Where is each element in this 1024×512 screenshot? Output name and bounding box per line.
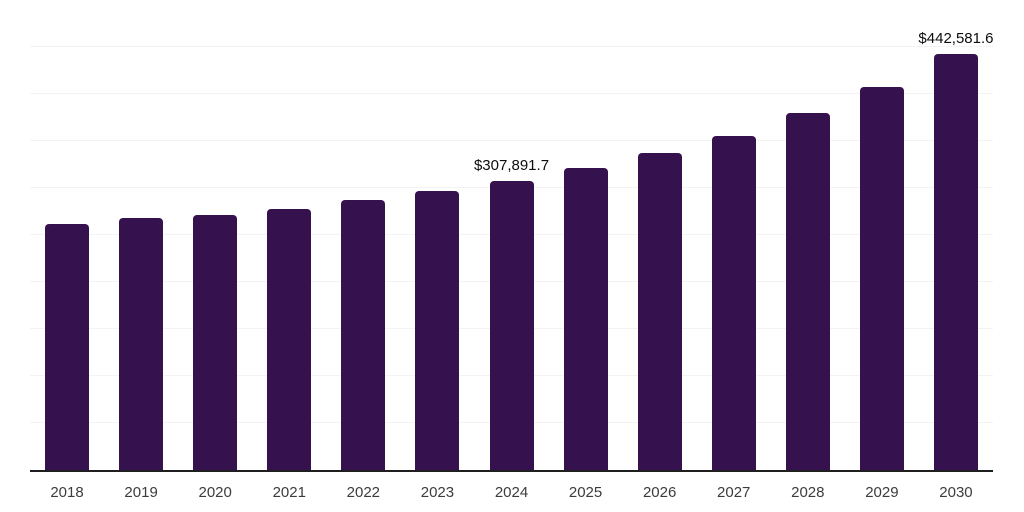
plot-area: $307,891.7 $442,581.6	[30, 0, 994, 472]
data-label-2030: $442,581.6	[918, 29, 994, 47]
gridline-350000	[30, 140, 993, 141]
bar-2022	[341, 200, 386, 470]
x-tick-label-2026: 2026	[642, 484, 677, 501]
x-axis-line	[30, 470, 993, 472]
x-tick-label-2025: 2025	[568, 484, 603, 501]
x-tick-label-2028: 2028	[791, 484, 825, 501]
bar-2018	[45, 223, 90, 470]
x-tick-label-2022: 2022	[346, 484, 381, 501]
x-tick-label-2018: 2018	[50, 484, 84, 501]
x-tick-label-2021: 2021	[272, 484, 306, 501]
bar-2026	[637, 153, 682, 470]
x-tick-label-2029: 2029	[865, 484, 899, 501]
bar-2029	[859, 87, 904, 470]
bar-2020	[193, 214, 238, 470]
data-label-2024: $307,891.7	[473, 156, 550, 174]
bar-2030	[933, 53, 978, 470]
bar-2024	[489, 180, 534, 470]
x-tick-label-2030: 2030	[939, 484, 973, 501]
bar-2025	[563, 168, 608, 470]
bar-2028	[785, 113, 830, 470]
x-tick-label-2024: 2024	[494, 484, 529, 501]
x-tick-label-2027: 2027	[717, 484, 751, 501]
x-tick-label-2020: 2020	[198, 484, 232, 501]
bar-2021	[267, 208, 312, 470]
bar-2019	[119, 218, 164, 470]
gridline-400000	[30, 93, 993, 94]
x-tick-label-2023: 2023	[420, 484, 455, 501]
bar-2027	[711, 135, 756, 470]
bar-2023	[415, 191, 460, 470]
x-tick-label-2019: 2019	[124, 484, 158, 501]
x-axis-labels: 2018 2019 2020 2021 2022 2023 2024 2025 2026 2027…	[30, 483, 993, 507]
gridline-450000	[30, 46, 993, 47]
